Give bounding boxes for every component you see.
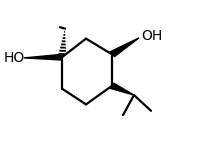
- Polygon shape: [109, 38, 139, 56]
- Text: OH: OH: [141, 29, 162, 43]
- Polygon shape: [110, 83, 134, 95]
- Text: HO: HO: [4, 51, 25, 65]
- Polygon shape: [24, 54, 62, 60]
